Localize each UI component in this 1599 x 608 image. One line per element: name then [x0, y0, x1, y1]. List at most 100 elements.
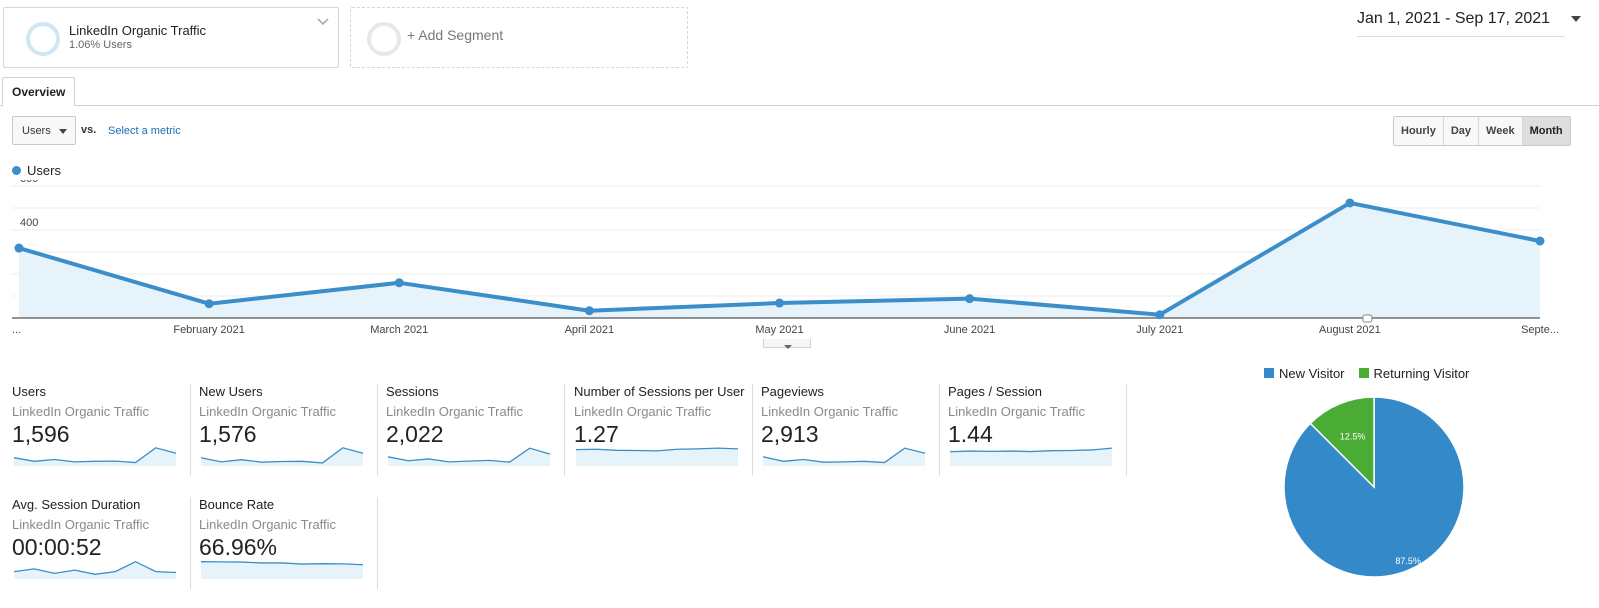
x-tick-label: July 2021	[1136, 324, 1183, 336]
sparkline-area	[763, 448, 925, 466]
date-range-picker[interactable]: Jan 1, 2021 - Sep 17, 2021	[1357, 10, 1581, 37]
users-data-point[interactable]	[965, 294, 975, 304]
scorecard-value: 1.27	[574, 421, 619, 447]
users-data-point[interactable]	[204, 299, 214, 309]
sparkline-area	[388, 448, 550, 466]
add-segment-ring-icon	[367, 22, 401, 56]
pie-slice-label: 87.5%	[1395, 556, 1421, 566]
sparkline-line	[762, 447, 926, 464]
sparkline-area	[14, 447, 176, 466]
users-data-point[interactable]	[14, 243, 24, 253]
scorecard-segment: LinkedIn Organic Traffic	[386, 404, 524, 419]
sparkline-line	[13, 447, 177, 464]
pie-legend-label-returning: Returning Visitor	[1373, 366, 1470, 381]
users-data-point[interactable]	[394, 278, 404, 288]
scorecard-title: Bounce Rate	[199, 497, 275, 512]
metric-select-value: Users	[22, 125, 51, 137]
visitor-type-pie-chart: 87.5% 12.5%	[1283, 396, 1465, 578]
scorecard[interactable]: Sessions LinkedIn Organic Traffic 2,022	[386, 384, 565, 476]
scorecard-title: Number of Sessions per User	[574, 384, 745, 399]
scorecard-segment: LinkedIn Organic Traffic	[12, 517, 150, 532]
segment-card-linkedin[interactable]: LinkedIn Organic Traffic 1.06% Users	[3, 7, 339, 68]
add-segment-label: + Add Segment	[407, 27, 504, 43]
scorecard[interactable]: Pages / Session LinkedIn Organic Traffic 1…	[948, 384, 1127, 476]
granularity-toggle: Hourly Day Week Month	[1393, 116, 1571, 146]
scorecard[interactable]: Users LinkedIn Organic Traffic 1,596	[12, 384, 191, 476]
scorecard-title: New Users	[199, 384, 263, 399]
chart-collapse-handle[interactable]	[763, 339, 811, 349]
segment-ring-icon	[26, 22, 60, 56]
scorecard-sparkline	[387, 447, 551, 466]
dropdown-arrow-icon	[59, 129, 67, 134]
scorecard-sparkline	[762, 447, 926, 466]
granularity-week-button[interactable]: Week	[1479, 117, 1523, 145]
tab-overview[interactable]: Overview	[2, 77, 76, 106]
scorecard-value: 2,022	[386, 421, 444, 447]
scorecard-segment: LinkedIn Organic Traffic	[574, 404, 712, 419]
pie-slice-returning-visitor[interactable]	[1309, 396, 1375, 489]
sparkline-line	[200, 447, 364, 464]
users-data-point[interactable]	[775, 298, 784, 308]
sparkline-line	[575, 447, 739, 452]
legend-swatch-icon	[1264, 368, 1274, 378]
date-range-label: Jan 1, 2021 - Sep 17, 2021	[1357, 10, 1551, 27]
scorecard-segment: LinkedIn Organic Traffic	[12, 404, 150, 419]
scorecard-sparkline	[13, 447, 177, 466]
select-metric-link[interactable]: Select a metric	[108, 125, 181, 137]
legend-swatch-icon	[1358, 368, 1369, 378]
users-data-point[interactable]	[584, 306, 594, 316]
x-tick-label: April 2021	[565, 324, 615, 336]
y-tick-label: 400	[20, 217, 38, 229]
add-segment-button[interactable]: + Add Segment	[350, 7, 688, 68]
x-tick-label: August 2021	[1319, 324, 1381, 336]
sparkline-line	[949, 447, 1113, 453]
users-area	[19, 202, 1540, 318]
scorecard-sparkline	[200, 447, 364, 466]
sparkline-line	[13, 560, 177, 575]
chart-legend: Users	[12, 163, 61, 178]
sparkline-line	[200, 561, 364, 566]
scorecard-value: 1,576	[199, 421, 257, 447]
segment-name: LinkedIn Organic Traffic	[69, 23, 207, 38]
scorecard[interactable]: New Users LinkedIn Organic Traffic 1,576	[199, 384, 378, 476]
chevron-down-icon[interactable]	[316, 15, 330, 29]
scorecard[interactable]: Bounce Rate LinkedIn Organic Traffic 66.96…	[199, 497, 378, 589]
pie-legend: New Visitor Returning Visitor	[1264, 366, 1469, 381]
scorecard-segment: LinkedIn Organic Traffic	[199, 404, 337, 419]
scorecard[interactable]: Number of Sessions per User LinkedIn Orga…	[574, 384, 753, 476]
scorecard[interactable]: Pageviews LinkedIn Organic Traffic 2,913	[761, 384, 940, 476]
scorecard-title: Pageviews	[761, 384, 824, 399]
granularity-month-button[interactable]: Month	[1522, 117, 1570, 145]
vs-label: vs.	[81, 124, 97, 136]
scorecard-segment: LinkedIn Organic Traffic	[761, 404, 899, 419]
users-data-point[interactable]	[1535, 236, 1545, 246]
segment-share: 1.06% Users	[69, 39, 132, 51]
scorecard-sparkline	[13, 560, 177, 579]
scorecard-value: 00:00:52	[12, 534, 102, 560]
sparkline-area	[201, 447, 363, 466]
granularity-day-button[interactable]: Day	[1443, 117, 1480, 145]
x-tick-label: March 2021	[370, 324, 428, 336]
x-tick-label: June 2021	[944, 324, 995, 336]
metric-select[interactable]: Users	[12, 116, 76, 145]
scorecard[interactable]: Avg. Session Duration LinkedIn Organic Tr…	[12, 497, 191, 589]
sparkline-area	[201, 561, 363, 579]
caret-down-icon	[1571, 16, 1581, 22]
users-data-point[interactable]	[1155, 310, 1165, 320]
x-tick-label: February 2021	[173, 324, 245, 336]
report-tabbar: Overview	[0, 77, 1599, 106]
scorecard-sparkline	[200, 561, 364, 579]
sparkline-area	[576, 448, 738, 466]
scorecard-segment: LinkedIn Organic Traffic	[948, 404, 1086, 419]
pie-slice-label: 12.5%	[1340, 431, 1366, 441]
pie-legend-new-visitor: New Visitor	[1264, 366, 1345, 381]
scorecard-value: 1,596	[12, 421, 70, 447]
annotation-marker-icon[interactable]	[1362, 314, 1373, 323]
granularity-hourly-button[interactable]: Hourly	[1394, 117, 1444, 145]
x-tick-label: Septe...	[1521, 324, 1559, 336]
users-data-point[interactable]	[1345, 198, 1355, 208]
x-tick-label: ...	[12, 324, 21, 336]
scorecard-title: Pages / Session	[948, 384, 1042, 399]
x-tick-label: May 2021	[755, 324, 803, 336]
